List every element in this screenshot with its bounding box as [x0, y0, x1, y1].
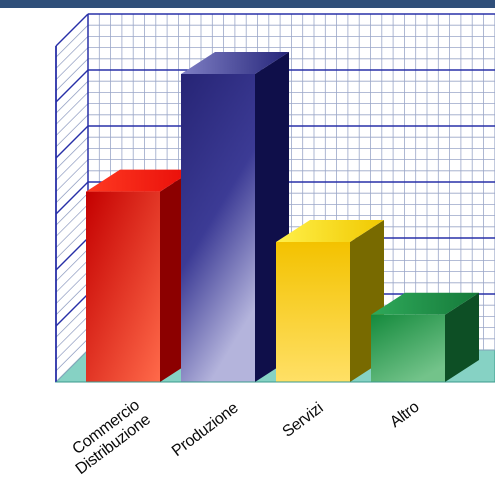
grid-line: [55, 58, 89, 92]
category-label: Produzione: [169, 399, 242, 460]
grid-line: [55, 92, 89, 125]
category-labels: CommercioDistribuzione Produzione Servizi A…: [62, 397, 423, 479]
grid-line: [55, 338, 89, 372]
grid-line: [55, 316, 89, 349]
category-label-line: Produzione: [169, 399, 242, 460]
grid-line: [55, 304, 89, 338]
bar-top: [371, 292, 479, 315]
grid-line: [55, 226, 89, 260]
category-label: Altro: [387, 398, 423, 431]
bar-top: [276, 220, 384, 242]
grid-line: [55, 327, 89, 360]
major-grid-line: [55, 293, 89, 327]
category-label: Servizi: [280, 400, 327, 441]
grid-line: [55, 260, 89, 293]
category-label-line: Altro: [387, 398, 423, 431]
major-grid-line: [55, 125, 89, 159]
grid-line: [55, 136, 89, 170]
bar-front: [181, 74, 255, 382]
grid-line: [55, 170, 89, 204]
top-border: [0, 0, 495, 8]
grid-line: [55, 248, 89, 282]
bar-front: [276, 242, 350, 382]
grid-line: [55, 215, 89, 248]
major-grid-line: [55, 69, 89, 103]
major-grid-line: [55, 13, 89, 47]
bar-3: [276, 220, 384, 382]
grid-line: [55, 36, 89, 69]
category-label: CommercioDistribuzione: [62, 397, 154, 479]
grid-line: [55, 24, 89, 58]
category-label-line: Servizi: [280, 400, 327, 441]
grid-line: [55, 159, 89, 192]
major-grid-line: [55, 181, 89, 215]
bars: [56, 52, 495, 383]
grid-line: [55, 148, 89, 181]
bar-side: [445, 292, 479, 382]
grid-line: [55, 192, 89, 226]
grid-line: [55, 349, 89, 383]
bar-2: [181, 52, 289, 382]
bar-1: [86, 169, 194, 382]
grid-line: [55, 80, 89, 114]
bar-front: [371, 314, 445, 382]
major-grid-line: [55, 237, 89, 271]
grid-line: [55, 282, 89, 316]
bar-top: [181, 52, 289, 74]
bar-4: [371, 292, 479, 382]
grid-line: [55, 47, 89, 80]
grid-line: [55, 114, 89, 148]
bar-front: [86, 191, 160, 382]
bar-top: [86, 169, 194, 192]
grid-line: [55, 204, 89, 237]
grid-line: [55, 271, 89, 304]
grid-line: [55, 103, 89, 136]
